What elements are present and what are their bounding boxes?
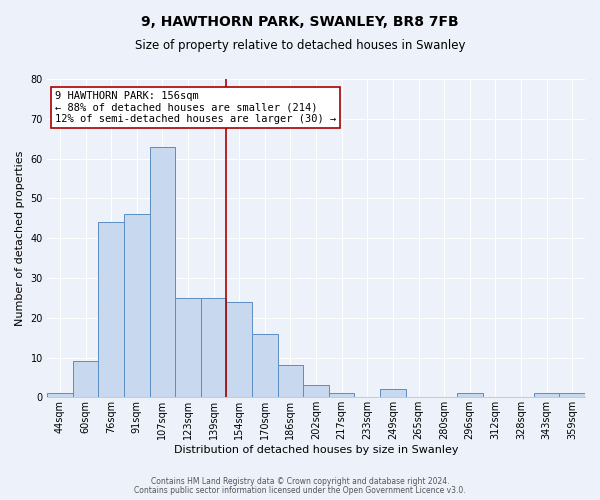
Text: 9 HAWTHORN PARK: 156sqm
← 88% of detached houses are smaller (214)
12% of semi-d: 9 HAWTHORN PARK: 156sqm ← 88% of detache… — [55, 91, 336, 124]
X-axis label: Distribution of detached houses by size in Swanley: Distribution of detached houses by size … — [174, 445, 458, 455]
Bar — [98, 222, 124, 398]
Text: Contains public sector information licensed under the Open Government Licence v3: Contains public sector information licen… — [134, 486, 466, 495]
Bar — [559, 394, 585, 398]
Text: Size of property relative to detached houses in Swanley: Size of property relative to detached ho… — [135, 39, 465, 52]
Bar — [73, 362, 98, 398]
Bar — [303, 386, 329, 398]
Text: Contains HM Land Registry data © Crown copyright and database right 2024.: Contains HM Land Registry data © Crown c… — [151, 477, 449, 486]
Y-axis label: Number of detached properties: Number of detached properties — [15, 150, 25, 326]
Bar — [149, 146, 175, 398]
Bar — [534, 394, 559, 398]
Bar — [226, 302, 252, 398]
Bar — [380, 390, 406, 398]
Bar — [329, 394, 355, 398]
Bar — [124, 214, 149, 398]
Bar — [47, 394, 73, 398]
Bar — [201, 298, 226, 398]
Bar — [252, 334, 278, 398]
Bar — [175, 298, 201, 398]
Text: 9, HAWTHORN PARK, SWANLEY, BR8 7FB: 9, HAWTHORN PARK, SWANLEY, BR8 7FB — [141, 15, 459, 29]
Bar — [457, 394, 482, 398]
Bar — [278, 366, 303, 398]
